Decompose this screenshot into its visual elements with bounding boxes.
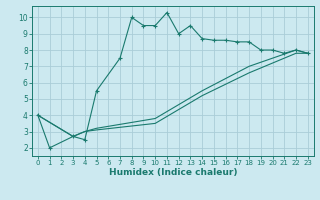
X-axis label: Humidex (Indice chaleur): Humidex (Indice chaleur)	[108, 168, 237, 177]
